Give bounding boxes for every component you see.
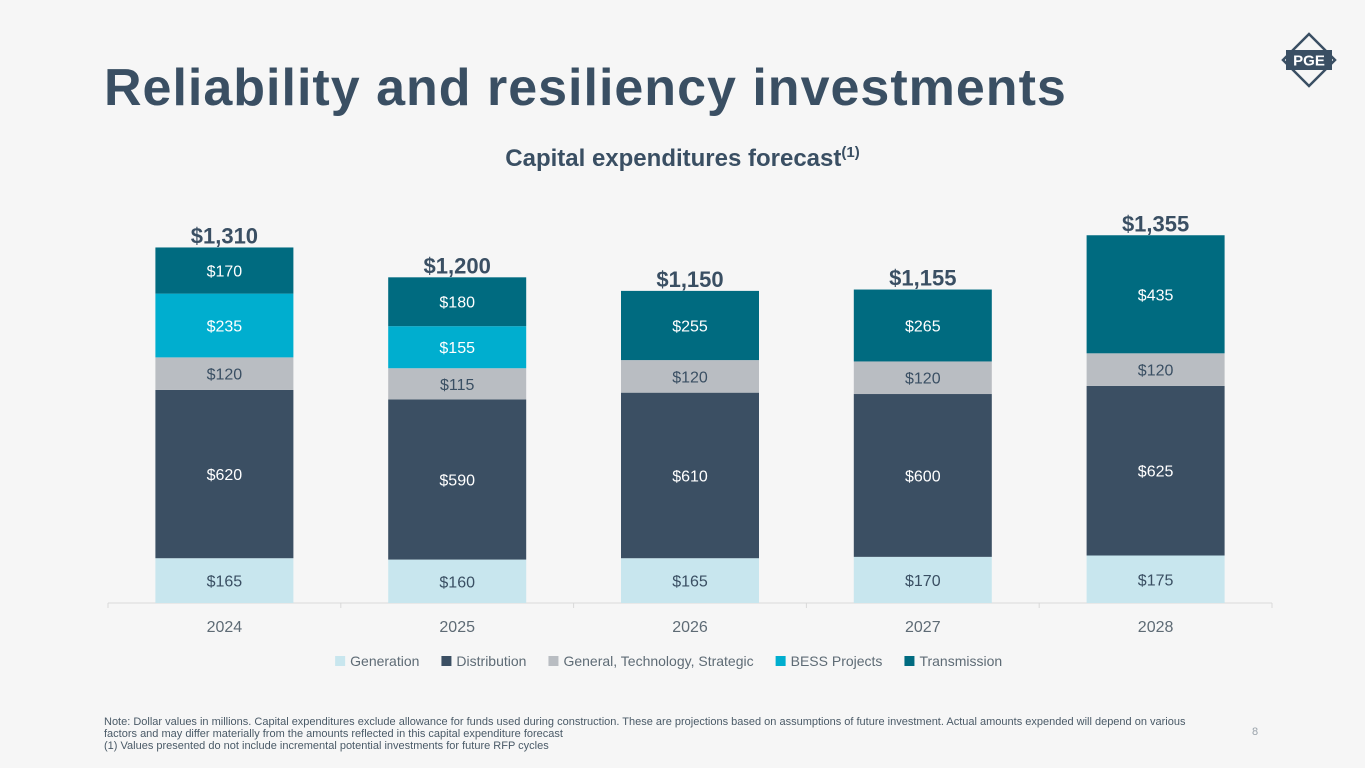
bar-transmission-2025 bbox=[388, 277, 527, 327]
bar-distribution-2025 bbox=[388, 399, 527, 560]
chart-title-footnote: (1) bbox=[841, 144, 860, 161]
x-tick-label: 2027 bbox=[905, 619, 941, 636]
data-label: $610 bbox=[672, 468, 708, 485]
data-label: $160 bbox=[439, 574, 475, 591]
bar-transmission-2028 bbox=[1086, 235, 1225, 354]
bar-generation-2028 bbox=[1086, 555, 1225, 603]
bar-general-technology-strategic-2025 bbox=[388, 368, 527, 400]
legend-swatch-distribution bbox=[441, 656, 452, 666]
bar-bess-projects-2024 bbox=[155, 293, 294, 358]
data-label: $120 bbox=[1138, 363, 1174, 380]
total-label-2027: $1,155 bbox=[889, 266, 956, 291]
x-tick-label: 2024 bbox=[207, 619, 243, 636]
bar-transmission-2024 bbox=[155, 247, 294, 294]
data-label: $180 bbox=[439, 295, 475, 312]
data-label: $600 bbox=[905, 468, 941, 485]
data-label: $255 bbox=[672, 318, 708, 335]
data-label: $170 bbox=[905, 573, 941, 590]
bar-general-technology-strategic-2026 bbox=[621, 360, 759, 393]
data-label: $155 bbox=[439, 340, 475, 357]
data-label: $435 bbox=[1138, 287, 1174, 304]
slide-title: Reliability and resiliency investments bbox=[104, 59, 1067, 117]
legend-swatch-transmission bbox=[904, 656, 915, 666]
x-tick-label: 2028 bbox=[1138, 619, 1174, 636]
data-label: $120 bbox=[672, 369, 708, 386]
data-label: $235 bbox=[207, 318, 243, 335]
pge-logo-icon: PGE bbox=[1281, 32, 1337, 88]
bar-transmission-2026 bbox=[621, 290, 759, 361]
data-label: $115 bbox=[440, 377, 475, 394]
data-label: $120 bbox=[207, 367, 243, 384]
legend-label: Transmission bbox=[919, 653, 1002, 669]
data-label: $165 bbox=[207, 574, 243, 591]
bar-general-technology-strategic-2024 bbox=[155, 357, 294, 390]
x-tick-label: 2026 bbox=[672, 619, 708, 636]
bar-distribution-2027 bbox=[853, 394, 992, 557]
bar-general-technology-strategic-2028 bbox=[1086, 353, 1225, 386]
total-label-2026: $1,150 bbox=[656, 267, 723, 292]
capex-stacked-bar-chart: $165 $620 $120 $235 $170 $1,310 2024 $160 $590 $1… bbox=[107, 211, 1273, 669]
bar-bess-projects-2025 bbox=[388, 326, 527, 369]
legend-swatch-bess-projects bbox=[775, 656, 786, 666]
page-number: 8 bbox=[1252, 726, 1259, 738]
legend-label: Distribution bbox=[456, 653, 526, 669]
footnote: Note: Dollar values in millions. Capital… bbox=[104, 716, 1214, 752]
total-label-2025: $1,200 bbox=[424, 253, 491, 278]
data-label: $590 bbox=[439, 473, 475, 490]
bar-distribution-2028 bbox=[1086, 385, 1225, 556]
data-label: $625 bbox=[1138, 464, 1174, 481]
logo-text: PGE bbox=[1293, 53, 1325, 70]
data-label: $620 bbox=[207, 467, 243, 484]
pge-logo: PGE bbox=[1276, 31, 1342, 89]
data-label: $120 bbox=[905, 371, 941, 388]
total-label-2028: $1,355 bbox=[1122, 211, 1189, 236]
legend-label: BESS Projects bbox=[791, 653, 883, 669]
bar-distribution-2026 bbox=[621, 392, 759, 559]
bar-general-technology-strategic-2027 bbox=[853, 361, 992, 395]
bar-generation-2024 bbox=[155, 558, 294, 603]
bar-transmission-2027 bbox=[853, 289, 992, 362]
chart-title: Capital expenditures forecast(1) bbox=[0, 144, 1365, 173]
legend-swatch-general-technology-strategic bbox=[548, 656, 559, 666]
x-tick-label: 2025 bbox=[439, 619, 475, 636]
bar-generation-2026 bbox=[621, 558, 759, 603]
legend-swatch-generation bbox=[335, 656, 346, 666]
footnote-note: Note: Dollar values in millions. Capital… bbox=[104, 716, 1186, 740]
bar-distribution-2024 bbox=[155, 389, 294, 559]
total-label-2024: $1,310 bbox=[191, 223, 258, 248]
data-label: $165 bbox=[672, 574, 708, 591]
chart-title-text: Capital expenditures forecast bbox=[505, 145, 842, 172]
footnote-1: (1) Values presented do not include incr… bbox=[104, 740, 549, 752]
data-label: $175 bbox=[1138, 572, 1174, 589]
bar-generation-2025 bbox=[388, 559, 527, 603]
legend-label: General, Technology, Strategic bbox=[563, 653, 753, 669]
data-label: $170 bbox=[207, 264, 243, 281]
data-label: $265 bbox=[905, 318, 941, 335]
bar-generation-2027 bbox=[853, 556, 992, 603]
legend-label: Generation bbox=[350, 653, 419, 669]
